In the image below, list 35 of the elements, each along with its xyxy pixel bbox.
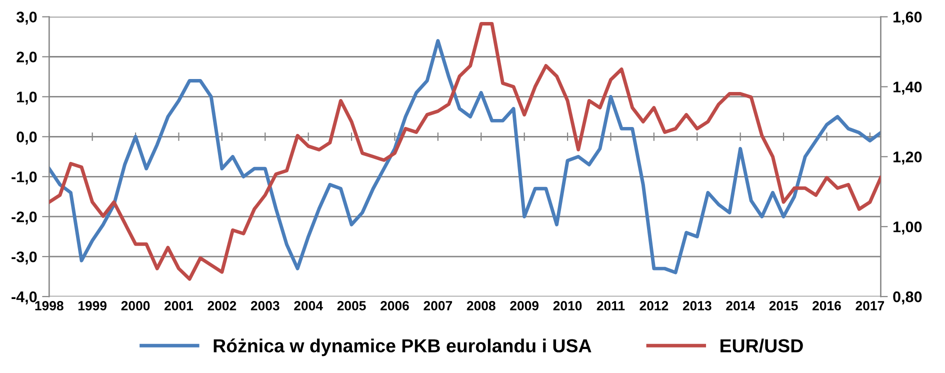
y2-tick-label: 1,00 bbox=[894, 221, 922, 234]
x-tick-label: 2012 bbox=[640, 301, 668, 310]
x-tick-label: 2016 bbox=[812, 301, 841, 310]
x-tick-label: 2009 bbox=[510, 301, 539, 310]
x-tick-label: 2017 bbox=[856, 301, 884, 310]
y-tick-label: -3,0 bbox=[12, 251, 37, 264]
y-tick-label: 2,0 bbox=[16, 52, 37, 65]
legend-label: Różnica w dynamice PKB eurolandu i USA bbox=[214, 338, 592, 356]
x-tick-label: 2014 bbox=[726, 301, 755, 310]
y-tick-label: -2,0 bbox=[12, 211, 37, 225]
x-tick-label: 2001 bbox=[164, 301, 194, 310]
y2-tick-label: 1,60 bbox=[894, 12, 922, 25]
x-tick-label: 1998 bbox=[35, 301, 64, 310]
y-tick-label: 3,0 bbox=[16, 12, 37, 25]
x-tick-label: 2004 bbox=[294, 301, 323, 310]
x-tick-label: 2006 bbox=[380, 301, 409, 310]
x-tick-label: 2008 bbox=[466, 301, 496, 310]
y2-tick-label: 1,40 bbox=[894, 82, 922, 95]
x-tick-label: 2005 bbox=[337, 301, 366, 310]
y-tick-label: 0,0 bbox=[16, 132, 37, 145]
x-tick-label: 2000 bbox=[121, 301, 150, 310]
y-tick-label: -4,0 bbox=[12, 291, 37, 304]
y2-tick-label: 0,80 bbox=[893, 291, 922, 304]
x-tick-label: 2013 bbox=[682, 301, 712, 310]
x-tick-label: 1999 bbox=[78, 301, 107, 310]
y2-tick-label: 1,20 bbox=[894, 152, 922, 165]
y-tick-label: -1,0 bbox=[12, 172, 37, 185]
legend-label: EUR/USD bbox=[720, 338, 803, 353]
y-tick-label: 1,0 bbox=[17, 92, 37, 105]
x-tick-label: 2007 bbox=[424, 301, 452, 310]
x-tick-label: 2011 bbox=[596, 301, 625, 310]
x-tick-label: 2002 bbox=[208, 301, 236, 310]
x-tick-label: 2010 bbox=[553, 301, 582, 310]
x-tick-label: 2003 bbox=[250, 301, 280, 310]
x-tick-label: 2015 bbox=[769, 301, 798, 310]
